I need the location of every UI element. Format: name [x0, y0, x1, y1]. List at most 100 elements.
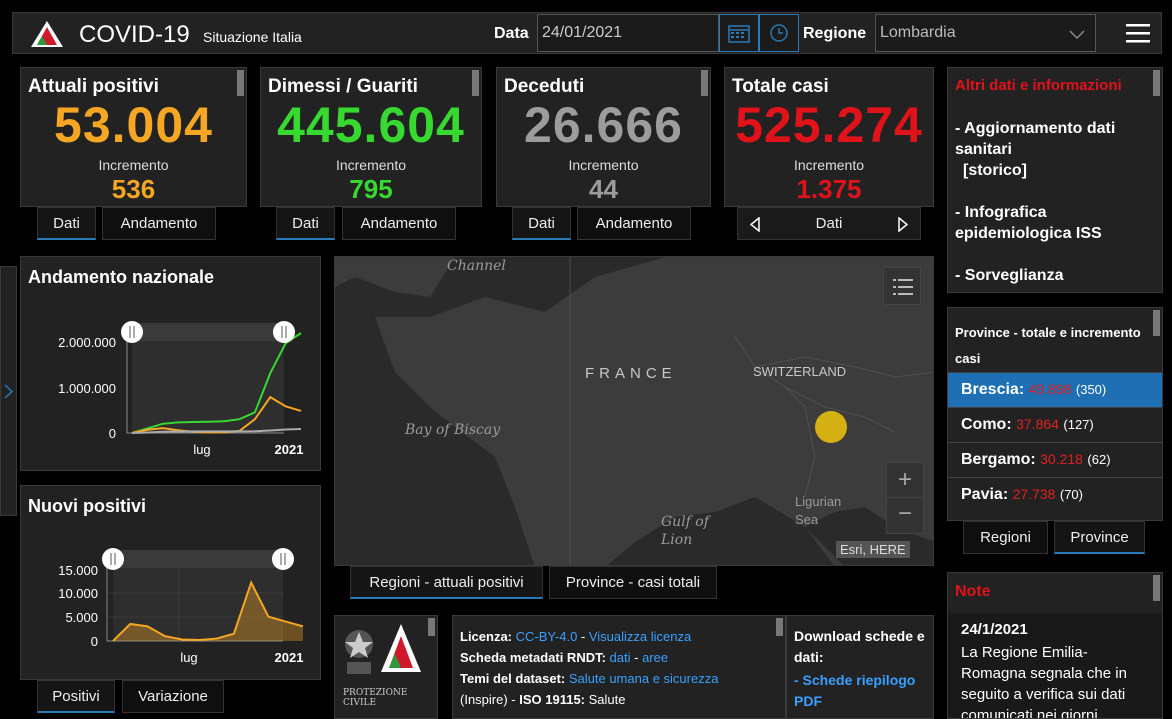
zoom-in-button[interactable]: +	[887, 463, 923, 498]
tab-regioni-attuali[interactable]: Regioni - attuali positivi	[350, 566, 543, 599]
card-deceduti: Deceduti 26.666 Incremento 44	[496, 67, 711, 207]
dati-link[interactable]: dati	[609, 650, 631, 665]
schede-pdf-link[interactable]: - Schede riepilogo PDF	[794, 672, 916, 709]
province-value: 49.898	[1028, 381, 1072, 397]
totale-casi-pager: Dati	[737, 207, 921, 240]
card-inc-label: Incremento	[335, 157, 407, 173]
chart-title: Andamento nazionale	[28, 267, 215, 287]
range-handle-right[interactable]	[272, 548, 294, 570]
tab-dati-guariti[interactable]: Dati	[276, 207, 335, 240]
scrollbar[interactable]	[776, 618, 783, 636]
chevron-right-icon[interactable]	[898, 217, 908, 232]
scrollbar[interactable]	[701, 70, 708, 96]
view-license-link[interactable]: Visualizza licenza	[588, 629, 692, 644]
scrollbar[interactable]	[237, 70, 244, 96]
date-input[interactable]: 24/01/2021	[537, 14, 719, 52]
emblem-italy-icon	[345, 630, 373, 674]
x-tick: lug	[193, 442, 210, 457]
menu-icon[interactable]	[1126, 22, 1150, 44]
time-button[interactable]	[759, 14, 799, 52]
link-sorveglianza[interactable]: - Sorveglianza	[955, 267, 1064, 284]
licenza-panel: Licenza: CC-BY-4.0 - Visualizza licenza …	[452, 615, 786, 719]
y-tick: 0	[91, 634, 98, 649]
sidebar-toggle[interactable]	[0, 266, 17, 516]
tab-province-casi[interactable]: Province - casi totali	[549, 566, 717, 599]
y-tick: 10.000	[58, 586, 98, 601]
metadati-label: Scheda metadati RNDT:	[460, 650, 606, 665]
province-row[interactable]: Bergamo: 30.218 (62)	[948, 442, 1162, 477]
tab-andamento-positivi[interactable]: Andamento	[102, 207, 216, 240]
temi-line: Temi del dataset: Salute umana e sicurez…	[460, 668, 785, 689]
altri-dati-panel: Altri dati e informazioni - Aggiornament…	[947, 67, 1163, 293]
tab-positivi[interactable]: Positivi	[37, 680, 115, 713]
scrollbar[interactable]	[428, 618, 435, 636]
map-label-channel: Channel	[447, 258, 506, 274]
map-view[interactable]: Channel FRANCE SWITZERLAND Bay of Biscay…	[334, 256, 934, 566]
series-line	[112, 580, 304, 642]
province-title: Province - totale e incremento casi	[955, 325, 1141, 366]
scrollbar[interactable]	[1153, 575, 1160, 601]
tab-province[interactable]: Province	[1054, 521, 1145, 554]
card-inc: 44	[589, 174, 618, 204]
province-value: 37.864	[1016, 416, 1059, 432]
calendar-icon	[728, 25, 750, 43]
province-panel: Province - totale e incremento casi Bres…	[947, 307, 1163, 521]
altri-dati-title: Altri dati e informazioni	[955, 77, 1122, 94]
aree-link[interactable]: aree	[642, 650, 669, 665]
tab-dati-positivi[interactable]: Dati	[37, 207, 96, 240]
region-select[interactable]: Lombardia	[875, 14, 1096, 52]
province-row[interactable]: Como: 37.864 (127)	[948, 407, 1162, 442]
chevron-left-icon[interactable]	[750, 217, 760, 232]
chevron-right-icon	[4, 384, 13, 399]
note-text: La Regione Emilia-Romagna segnala che in…	[961, 644, 1127, 719]
note-body: 24/1/2021 La Regione Emilia-Romagna segn…	[948, 613, 1162, 719]
iso-value: Salute	[585, 692, 626, 707]
license-link[interactable]: CC-BY-4.0	[515, 629, 578, 644]
metadati-line: Scheda metadati RNDT: dati - aree	[460, 650, 669, 665]
x-tick: lug	[180, 650, 197, 665]
map-label-gulf: Gulf of Lion	[661, 514, 709, 548]
province-name: Bergamo:	[961, 451, 1036, 468]
province-name: Brescia:	[961, 381, 1025, 398]
tab-variazione[interactable]: Variazione	[122, 680, 224, 713]
iso-label: ISO 19115:	[519, 692, 586, 707]
card-inc: 795	[349, 174, 393, 204]
inspire-line: (Inspire) - ISO 19115: Salute	[460, 689, 785, 710]
link-storico[interactable]: [storico]	[963, 162, 1027, 179]
date-label: Data	[494, 25, 529, 42]
temi-link[interactable]: Salute umana e sicurezza	[568, 671, 719, 686]
link-infografica[interactable]: - Infografica epidemiologica ISS	[955, 204, 1102, 242]
scrollbar[interactable]	[1153, 310, 1160, 336]
series-area	[113, 582, 303, 641]
calendar-button[interactable]	[719, 14, 759, 52]
app-title: COVID-19	[79, 21, 190, 48]
range-handle-right[interactable]	[273, 321, 295, 343]
scrollbar[interactable]	[1153, 70, 1160, 96]
zoom-out-button[interactable]: −	[897, 500, 912, 527]
altri-dati-list: - Aggiornamento dati sanitari [storico] …	[955, 118, 1145, 286]
region-marker-lombardia[interactable]	[815, 411, 847, 443]
tab-andamento-guariti[interactable]: Andamento	[342, 207, 456, 240]
tab-regioni[interactable]: Regioni	[963, 521, 1048, 554]
range-handle-left[interactable]	[121, 321, 143, 343]
card-totale-casi: Totale casi 525.274 Incremento 1.375	[724, 67, 934, 207]
card-title: Deceduti	[504, 76, 585, 97]
link-aggiornamento[interactable]: - Aggiornamento dati sanitari	[955, 120, 1116, 158]
province-row[interactable]: Pavia: 27.738 (70)	[948, 477, 1162, 512]
download-panel: Download schede e dati: - Schede riepilo…	[786, 615, 934, 719]
tab-dati-deceduti[interactable]: Dati	[512, 207, 571, 240]
scrollbar[interactable]	[472, 70, 479, 96]
province-inc: (350)	[1075, 382, 1107, 397]
card-inc: 1.375	[796, 174, 862, 204]
licenza-label: Licenza:	[460, 629, 513, 644]
legend-button[interactable]	[883, 267, 921, 305]
range-handle-left[interactable]	[102, 548, 124, 570]
tab-andamento-deceduti[interactable]: Andamento	[577, 207, 691, 240]
province-name: Como:	[961, 416, 1012, 433]
card-value: 445.604	[277, 97, 465, 153]
province-row[interactable]: Brescia: 49.898 (350)	[948, 372, 1162, 407]
note-title: Note	[955, 583, 991, 600]
province-value: 30.218	[1040, 451, 1083, 467]
map-label-biscay: Bay of Biscay	[405, 422, 501, 438]
logo-text: PROTEZIONE CIVILE	[343, 688, 408, 708]
